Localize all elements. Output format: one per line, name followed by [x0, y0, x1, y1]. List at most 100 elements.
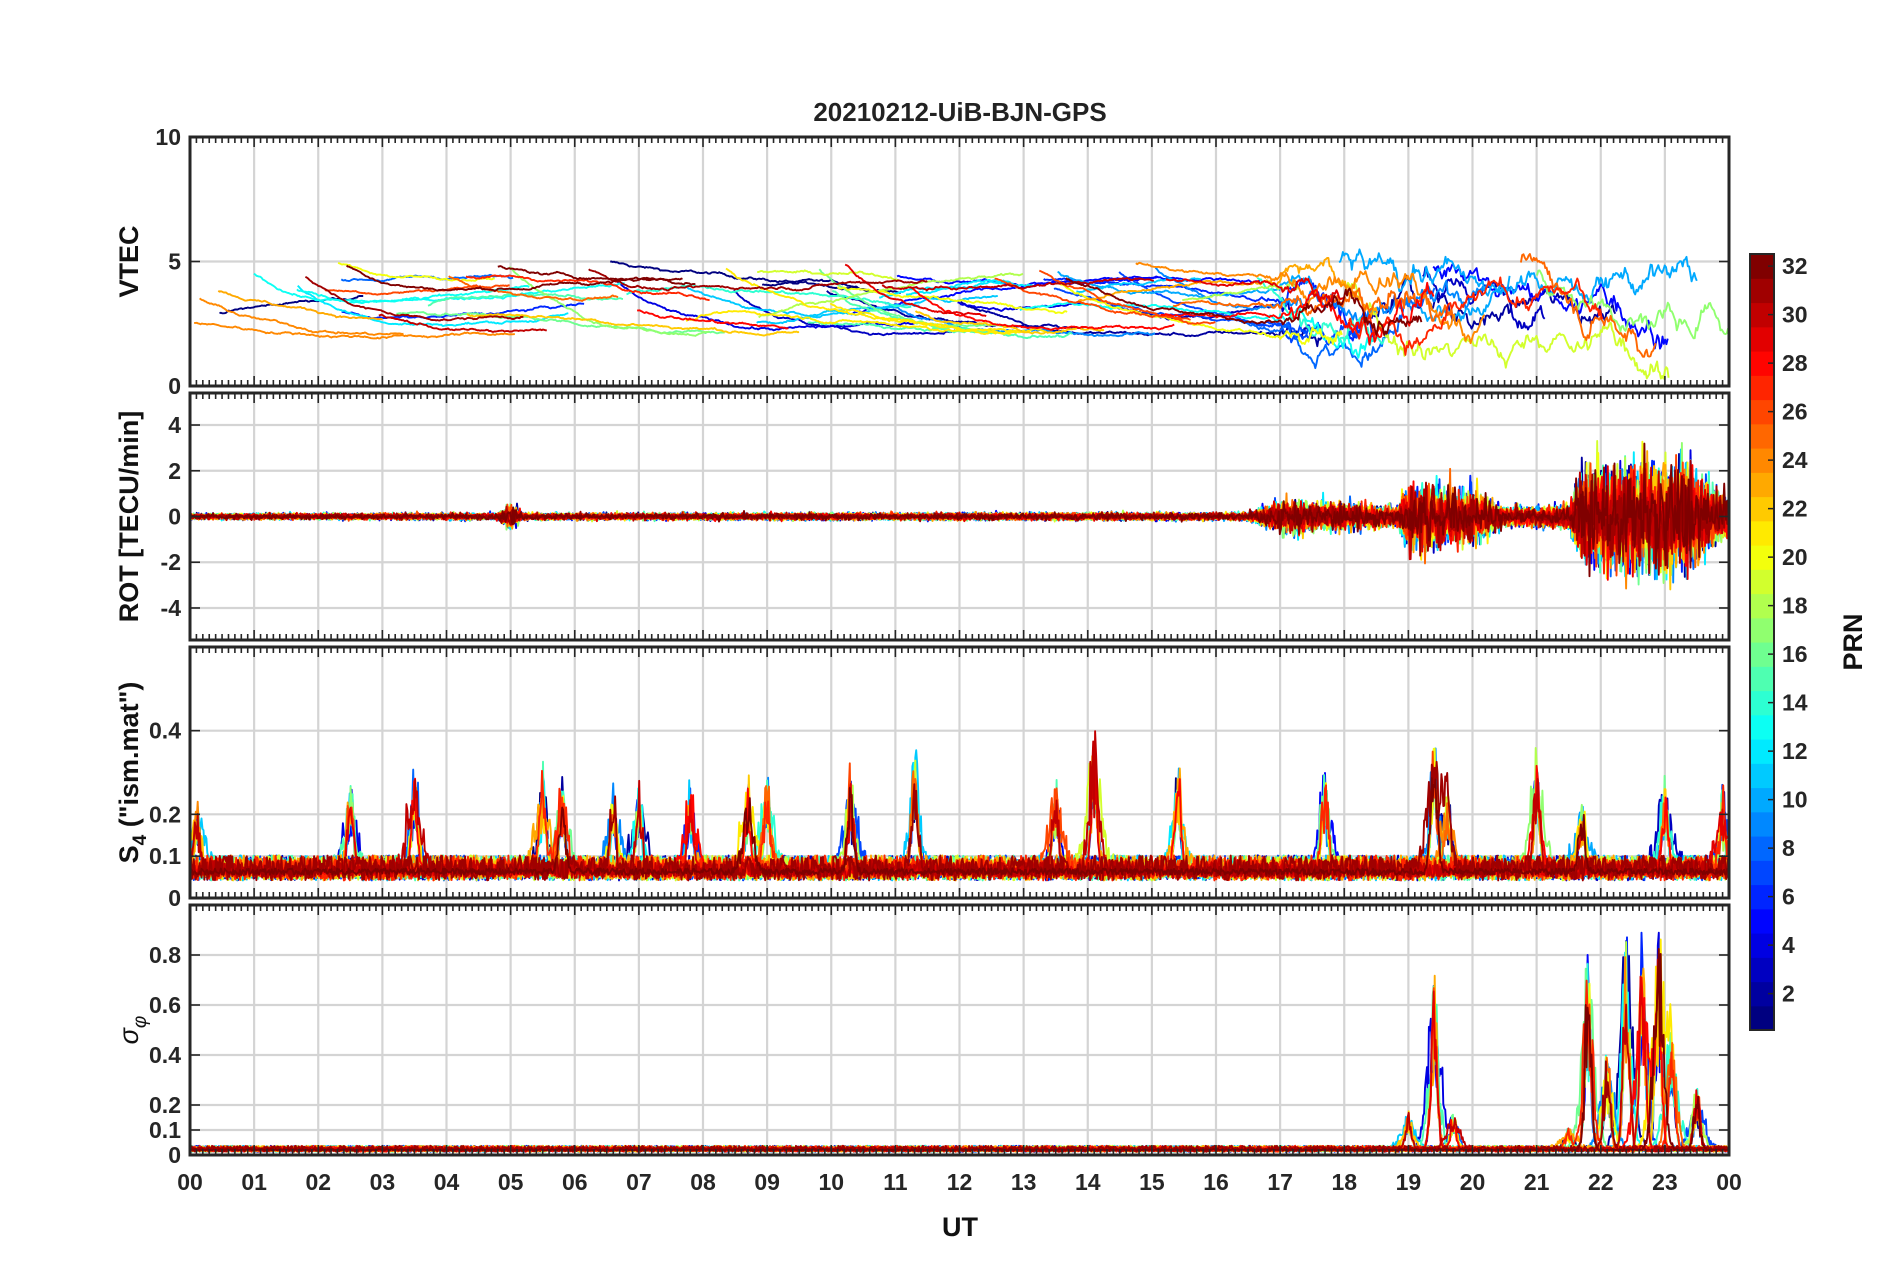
colorbar-tick-label: 18 [1782, 593, 1808, 619]
series-line [345, 264, 1423, 336]
x-tick-label: 22 [1588, 1169, 1614, 1195]
colorbar-tick-label: 26 [1782, 399, 1808, 425]
colorbar-segment [1750, 1005, 1774, 1031]
colorbar-frame [1749, 253, 1775, 1031]
series-line [190, 777, 1729, 876]
rot-y-tick-label: 2 [168, 458, 181, 484]
colorbar-segment [1750, 423, 1774, 449]
sigma_phi-y-tick-label: 0.1 [149, 1117, 181, 1143]
panel-rot: -4 -2 0 2 4 ROT [TECU/min] [114, 391, 1731, 642]
x-tick-label: 09 [754, 1169, 780, 1195]
x-axis-label: UT [942, 1212, 978, 1242]
x-axis: 00 01 02 03 04 05 06 07 08 09 10 11 12 13 14 15 16 17 18 19… [177, 1169, 1742, 1195]
sigma_phi-y-tick-label: 0.6 [149, 992, 181, 1018]
series-line [217, 257, 1379, 321]
rot-y-tick-label: 0 [168, 504, 181, 530]
s4-series [190, 730, 1729, 882]
series-line [508, 266, 1729, 340]
sigma_phi-grid [190, 905, 1729, 1155]
x-tick-label: 10 [818, 1169, 844, 1195]
colorbar-tick-label: 10 [1782, 787, 1808, 813]
s4-y-tick-label: 0.1 [149, 843, 181, 869]
sigma_phi-y-tick-label: 0 [168, 1142, 181, 1168]
colorbar-segment [1750, 278, 1774, 304]
vtec-y-axis-label: VTEC [114, 225, 144, 297]
vtec-series [194, 248, 1729, 380]
colorbar-segment [1750, 908, 1774, 934]
x-tick-label: 18 [1331, 1169, 1357, 1195]
colorbar-segment [1750, 860, 1774, 886]
colorbar-tick-label: 8 [1782, 835, 1795, 861]
y-label-main: S [114, 845, 144, 863]
colorbar-tick-label: 12 [1782, 738, 1808, 764]
colorbar-label: PRN [1838, 613, 1868, 670]
colorbar-tick-label: 32 [1782, 253, 1808, 279]
series-line [757, 269, 1670, 380]
colorbar-segment [1750, 326, 1774, 352]
rot-ticks [189, 393, 1730, 640]
vtec-ticks [189, 136, 1730, 387]
s4-y-axis-label: S4 ("ism.mat") [114, 682, 151, 864]
series-line [844, 263, 1344, 317]
rot-y-tick-label: 4 [168, 412, 181, 438]
colorbar-segment [1750, 617, 1774, 643]
colorbar-segment [1750, 957, 1774, 983]
sigma_phi-y-tick-label: 0.2 [149, 1092, 181, 1118]
x-tick-label: 12 [947, 1169, 973, 1195]
colorbar-segment [1750, 472, 1774, 498]
vtec-y-tick-label: 5 [168, 249, 181, 275]
colorbar-tick-label: 2 [1782, 981, 1795, 1007]
x-tick-label: 20 [1460, 1169, 1486, 1195]
rot-series [190, 440, 1729, 591]
series-line [685, 267, 1046, 335]
x-tick-label: 21 [1524, 1169, 1550, 1195]
x-tick-label: 13 [1011, 1169, 1037, 1195]
s4-y-tick-label: 0.2 [149, 801, 181, 827]
x-tick-label: 11 [883, 1169, 908, 1195]
x-tick-label: 15 [1139, 1169, 1165, 1195]
sigma_phi-y-tick-label: 0.4 [149, 1042, 181, 1068]
sigma_phi-ticks [189, 905, 1730, 1156]
colorbar-tick-label: 22 [1782, 496, 1808, 522]
x-tick-label: 07 [626, 1169, 652, 1195]
colorbar-segment [1750, 714, 1774, 740]
x-tick-label: 01 [241, 1169, 267, 1195]
x-tick-label: 14 [1075, 1169, 1101, 1195]
vtec-y-tick-label: 0 [168, 373, 181, 399]
colorbar-tick-label: 14 [1782, 690, 1808, 716]
panel-vtec: 0 5 10 VTEC [114, 124, 1731, 399]
x-tick-label: 17 [1267, 1169, 1293, 1195]
colorbar-segment [1750, 520, 1774, 546]
x-tick-label: 03 [370, 1169, 396, 1195]
colorbar-tick-label: 6 [1782, 884, 1795, 910]
panel-s4: 0 0.1 0.2 0.4S4 ("ism.mat") [114, 645, 1731, 911]
y-label-subscript: φ [130, 1016, 151, 1028]
x-tick-label: 16 [1203, 1169, 1229, 1195]
colorbar-tick-label: 4 [1782, 932, 1795, 958]
x-tick-label: 05 [498, 1169, 524, 1195]
x-tick-label: 04 [434, 1169, 460, 1195]
colorbar-segment [1750, 666, 1774, 692]
rot-y-tick-label: -4 [161, 595, 182, 621]
rot-y-tick-label: -2 [161, 549, 181, 575]
series-line [190, 442, 1729, 578]
s4-y-tick-label: 0 [168, 885, 181, 911]
y-label-main: σ [114, 1026, 144, 1044]
x-tick-label: 08 [690, 1169, 716, 1195]
colorbar-tick-label: 30 [1782, 302, 1808, 328]
series-line [194, 261, 1486, 345]
s4-y-tick-label: 0.4 [149, 718, 181, 744]
colorbar-segment [1750, 375, 1774, 401]
x-tick-label: 19 [1396, 1169, 1422, 1195]
series-line [305, 268, 928, 322]
colorbar-tick-label: 24 [1782, 447, 1808, 473]
sigma_phi-y-tick-label: 0.8 [149, 942, 181, 968]
x-tick-label: 02 [305, 1169, 331, 1195]
colorbar-tick-label: 20 [1782, 544, 1808, 570]
sigma_phi-y-axis-label: σφ [114, 1016, 151, 1045]
y-label-tail: ("ism.mat") [114, 682, 144, 835]
series-line [190, 760, 1729, 882]
